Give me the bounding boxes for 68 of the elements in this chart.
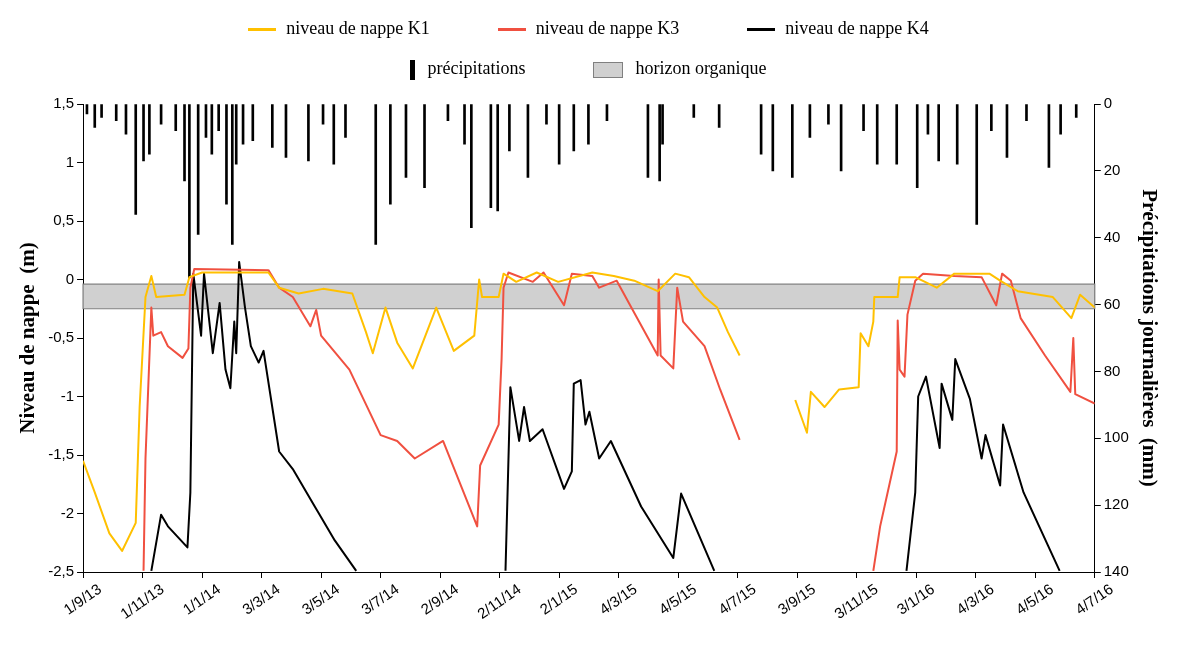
bar bbox=[1074, 104, 1078, 118]
y-tick-label: -2 bbox=[60, 503, 75, 521]
y-tick-label: -1 bbox=[60, 386, 75, 404]
y-tick-label: -0,5 bbox=[48, 328, 75, 346]
y-axis-title: Niveau de nappe (m) bbox=[15, 242, 40, 434]
bar bbox=[174, 104, 178, 132]
y2-tick-label: 140 bbox=[1103, 562, 1129, 580]
legend-label: précipitations bbox=[427, 58, 526, 78]
bar bbox=[389, 104, 392, 205]
y2-tick-label: 0 bbox=[1103, 94, 1113, 112]
bar bbox=[827, 104, 830, 125]
y-tick-label: 0,5 bbox=[53, 211, 75, 229]
bar bbox=[990, 104, 993, 132]
bar bbox=[196, 104, 200, 235]
bar bbox=[100, 104, 103, 118]
bar bbox=[937, 104, 940, 162]
y2-tick-label: 100 bbox=[1103, 428, 1129, 446]
y2-tick-label: 20 bbox=[1103, 161, 1121, 178]
bar bbox=[134, 104, 138, 215]
y2-tick-label: 120 bbox=[1103, 495, 1129, 513]
legend-label: niveau de nappe K1 bbox=[286, 18, 430, 38]
bar bbox=[332, 104, 336, 165]
y-tick-label: -2,5 bbox=[48, 562, 75, 580]
bar bbox=[1059, 104, 1062, 135]
bar bbox=[955, 104, 959, 165]
bar bbox=[895, 104, 899, 165]
bar bbox=[374, 104, 378, 245]
bar bbox=[508, 104, 511, 152]
bar bbox=[225, 104, 228, 205]
bar bbox=[93, 104, 97, 128]
y-tick-label: -1,5 bbox=[48, 445, 75, 463]
bar bbox=[423, 104, 426, 188]
bar bbox=[1025, 104, 1028, 122]
bar bbox=[587, 104, 590, 145]
y2-tick-label: 40 bbox=[1103, 227, 1121, 245]
bar bbox=[545, 104, 548, 125]
bar bbox=[270, 104, 274, 148]
y2-tick-label: 60 bbox=[1103, 294, 1121, 312]
y-tick-label: 0 bbox=[65, 269, 75, 287]
bar bbox=[463, 104, 466, 145]
y2-tick-label: 80 bbox=[1103, 361, 1121, 379]
bar bbox=[188, 104, 191, 279]
y-tick-label: 1 bbox=[65, 152, 75, 170]
bar bbox=[148, 104, 151, 155]
bar bbox=[975, 104, 979, 225]
bar bbox=[142, 104, 145, 162]
bar bbox=[217, 104, 220, 132]
bar bbox=[496, 104, 500, 212]
bar bbox=[771, 104, 775, 172]
bar bbox=[470, 104, 473, 229]
bar bbox=[230, 104, 234, 245]
bar bbox=[572, 104, 576, 152]
bar bbox=[915, 104, 919, 188]
legend-label: horizon organique bbox=[635, 58, 767, 78]
y-tick-label: 1,5 bbox=[53, 94, 75, 112]
bar bbox=[692, 104, 696, 118]
bar bbox=[658, 104, 661, 182]
legend-label: niveau de nappe K4 bbox=[785, 18, 929, 38]
y2-axis-title: Précipitations journalières (mm) bbox=[1137, 189, 1162, 487]
bar bbox=[344, 104, 347, 138]
legend-label: niveau de nappe K3 bbox=[535, 18, 680, 38]
bar bbox=[251, 104, 255, 142]
bar bbox=[307, 104, 310, 162]
bar bbox=[791, 104, 794, 178]
bar bbox=[183, 104, 186, 182]
bar bbox=[114, 104, 118, 122]
bar bbox=[862, 104, 865, 132]
bar bbox=[875, 104, 879, 165]
